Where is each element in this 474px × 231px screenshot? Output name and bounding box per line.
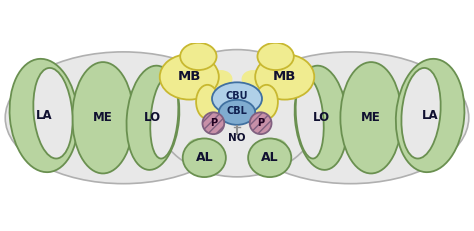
Ellipse shape	[262, 138, 287, 154]
Ellipse shape	[212, 82, 262, 115]
Text: MB: MB	[178, 70, 201, 83]
Ellipse shape	[396, 59, 465, 172]
Ellipse shape	[401, 68, 441, 158]
Ellipse shape	[244, 91, 259, 119]
Ellipse shape	[33, 68, 73, 158]
Ellipse shape	[187, 138, 212, 154]
Text: ME: ME	[93, 111, 113, 124]
Ellipse shape	[255, 85, 278, 119]
Text: MB: MB	[273, 70, 296, 83]
Ellipse shape	[232, 52, 469, 184]
Text: NO: NO	[228, 133, 246, 143]
Ellipse shape	[215, 91, 230, 119]
Text: LO: LO	[312, 111, 329, 124]
Ellipse shape	[210, 70, 232, 88]
Ellipse shape	[242, 70, 264, 88]
Ellipse shape	[295, 66, 347, 170]
Circle shape	[250, 112, 272, 134]
Text: P: P	[210, 118, 217, 128]
Text: LA: LA	[36, 109, 52, 122]
Text: LA: LA	[422, 109, 438, 122]
Text: ME: ME	[361, 111, 381, 124]
Ellipse shape	[72, 62, 134, 173]
Ellipse shape	[182, 138, 226, 177]
Ellipse shape	[219, 100, 255, 125]
Ellipse shape	[248, 138, 292, 177]
Text: LO: LO	[145, 111, 162, 124]
Text: CBL: CBL	[227, 106, 247, 116]
Ellipse shape	[257, 43, 294, 70]
Ellipse shape	[255, 54, 314, 100]
Ellipse shape	[150, 77, 178, 158]
Text: AL: AL	[261, 151, 279, 164]
Ellipse shape	[127, 66, 179, 170]
Text: P: P	[257, 118, 264, 128]
Ellipse shape	[9, 59, 78, 172]
Text: CBU: CBU	[226, 91, 248, 101]
Ellipse shape	[5, 52, 242, 184]
Ellipse shape	[180, 43, 217, 70]
Ellipse shape	[296, 77, 324, 158]
Ellipse shape	[160, 54, 219, 100]
Text: AL: AL	[195, 151, 213, 164]
Ellipse shape	[196, 85, 219, 119]
Ellipse shape	[155, 50, 319, 177]
Circle shape	[202, 112, 224, 134]
Ellipse shape	[340, 62, 402, 173]
